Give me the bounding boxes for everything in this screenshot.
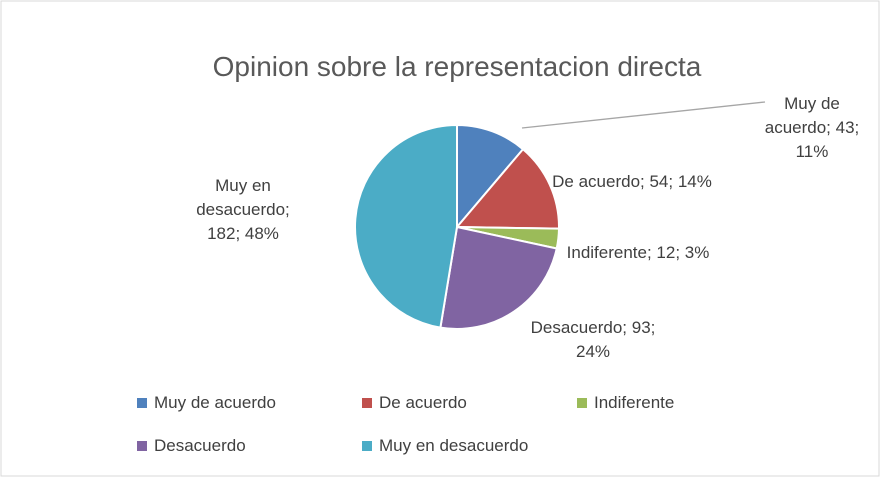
data-label: Desacuerdo; 93; 24% bbox=[530, 318, 656, 361]
pie-slice bbox=[439, 225, 558, 330]
data-label: Indiferente; 12; 3% bbox=[566, 243, 710, 262]
pie-slice bbox=[454, 147, 560, 230]
legend-swatch bbox=[362, 398, 372, 408]
pie-slice bbox=[354, 123, 458, 329]
legend-swatch bbox=[137, 398, 147, 408]
data-label: De acuerdo; 54; 14% bbox=[552, 172, 712, 191]
leader-line bbox=[521, 101, 766, 129]
legend-swatch bbox=[137, 441, 147, 451]
legend-label: Muy de acuerdo bbox=[154, 393, 276, 412]
pie-slice bbox=[456, 123, 525, 230]
legend-swatch bbox=[577, 398, 587, 408]
legend-label: Desacuerdo bbox=[154, 436, 246, 455]
data-label: Muy en desacuerdo; 182; 48% bbox=[196, 176, 290, 243]
legend-label: Indiferente bbox=[594, 393, 675, 412]
data-label: Muy de acuerdo; 43; 11% bbox=[764, 94, 860, 161]
legend-label: De acuerdo bbox=[379, 393, 467, 412]
chart-title: Opinion sobre la representacion directa bbox=[213, 51, 702, 82]
legend-label: Muy en desacuerdo bbox=[379, 436, 529, 455]
legend-swatch bbox=[362, 441, 372, 451]
